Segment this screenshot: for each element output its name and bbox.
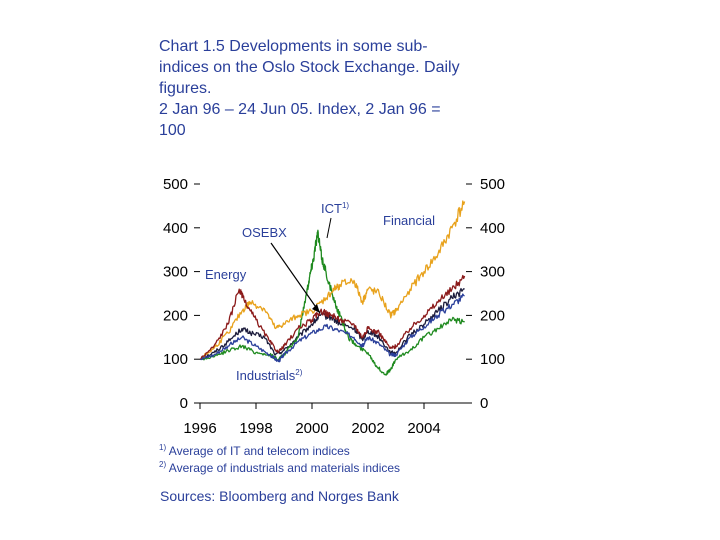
y-tick-right-label: 0	[480, 395, 488, 412]
ict-pointer-line	[326, 217, 332, 239]
chart-title-line-3: figures.	[159, 80, 212, 97]
series-label-energy: Energy	[205, 267, 247, 282]
ict-arrow-head	[312, 304, 320, 313]
chart-title: Chart 1.5 Developments in some sub- indi…	[159, 36, 509, 141]
y-tick-left-label: 500	[163, 176, 188, 193]
x-tick-label: 2002	[351, 420, 384, 437]
footnote-1: 1) Average of IT and telecom indices	[159, 443, 350, 458]
series-line-industrials	[199, 293, 465, 363]
chart-title-line-5: 100	[159, 122, 186, 139]
y-tick-left-label: 0	[180, 395, 188, 412]
chart-title-line-1: Chart 1.5 Developments in some sub-	[159, 38, 428, 55]
y-tick-left-label: 400	[163, 220, 188, 237]
ict-arrow-line	[270, 242, 321, 314]
series-line-ict	[199, 229, 465, 376]
y-tick-right-label: 200	[480, 307, 505, 324]
footnote-2-text: Average of industrials and materials ind…	[168, 461, 401, 475]
series-line-energy	[199, 274, 466, 360]
series-label-financial: Financial	[383, 213, 435, 228]
series-label-osebx: OSEBX	[242, 225, 287, 240]
y-tick-right-label: 100	[480, 351, 505, 368]
footnote-2: 2) Average of industrials and materials …	[159, 460, 401, 475]
series-line-osebx	[199, 287, 465, 360]
chart-plot-area	[199, 200, 466, 376]
y-tick-left-label: 100	[163, 351, 188, 368]
x-tick-label: 1996	[183, 420, 216, 437]
y-tick-left-label: 200	[163, 307, 188, 324]
y-tick-right-label: 400	[480, 220, 505, 237]
y-tick-left-label: 300	[163, 264, 188, 281]
y-tick-right-label: 500	[480, 176, 505, 193]
x-tick-label: 2000	[295, 420, 328, 437]
chart-axes: 0 100 200 300 400 500 0 100 200 300 400 500 1996 1998…	[163, 176, 505, 437]
series-label-ict: ICT1)	[321, 201, 349, 216]
footnote-1-text: Average of IT and telecom indices	[168, 444, 350, 458]
source-note: Sources: Bloomberg and Norges Bank	[160, 488, 399, 504]
footnote-1-mark: 1)	[159, 443, 167, 452]
series-label-sup-industrials: 2)	[295, 368, 302, 377]
x-tick-label: 2004	[407, 420, 440, 437]
chart-title-line-4: 2 Jan 96 – 24 Jun 05. Index, 2 Jan 96 =	[159, 101, 441, 118]
y-tick-right-label: 300	[480, 264, 505, 281]
series-label-industrials: Industrials2)	[236, 368, 303, 383]
series-line-financial	[199, 200, 466, 360]
series-label-sup-ict: 1)	[342, 201, 349, 210]
chart-title-line-2: indices on the Oslo Stock Exchange. Dail…	[159, 59, 460, 76]
footnote-2-mark: 2)	[159, 460, 167, 469]
x-tick-label: 1998	[239, 420, 272, 437]
